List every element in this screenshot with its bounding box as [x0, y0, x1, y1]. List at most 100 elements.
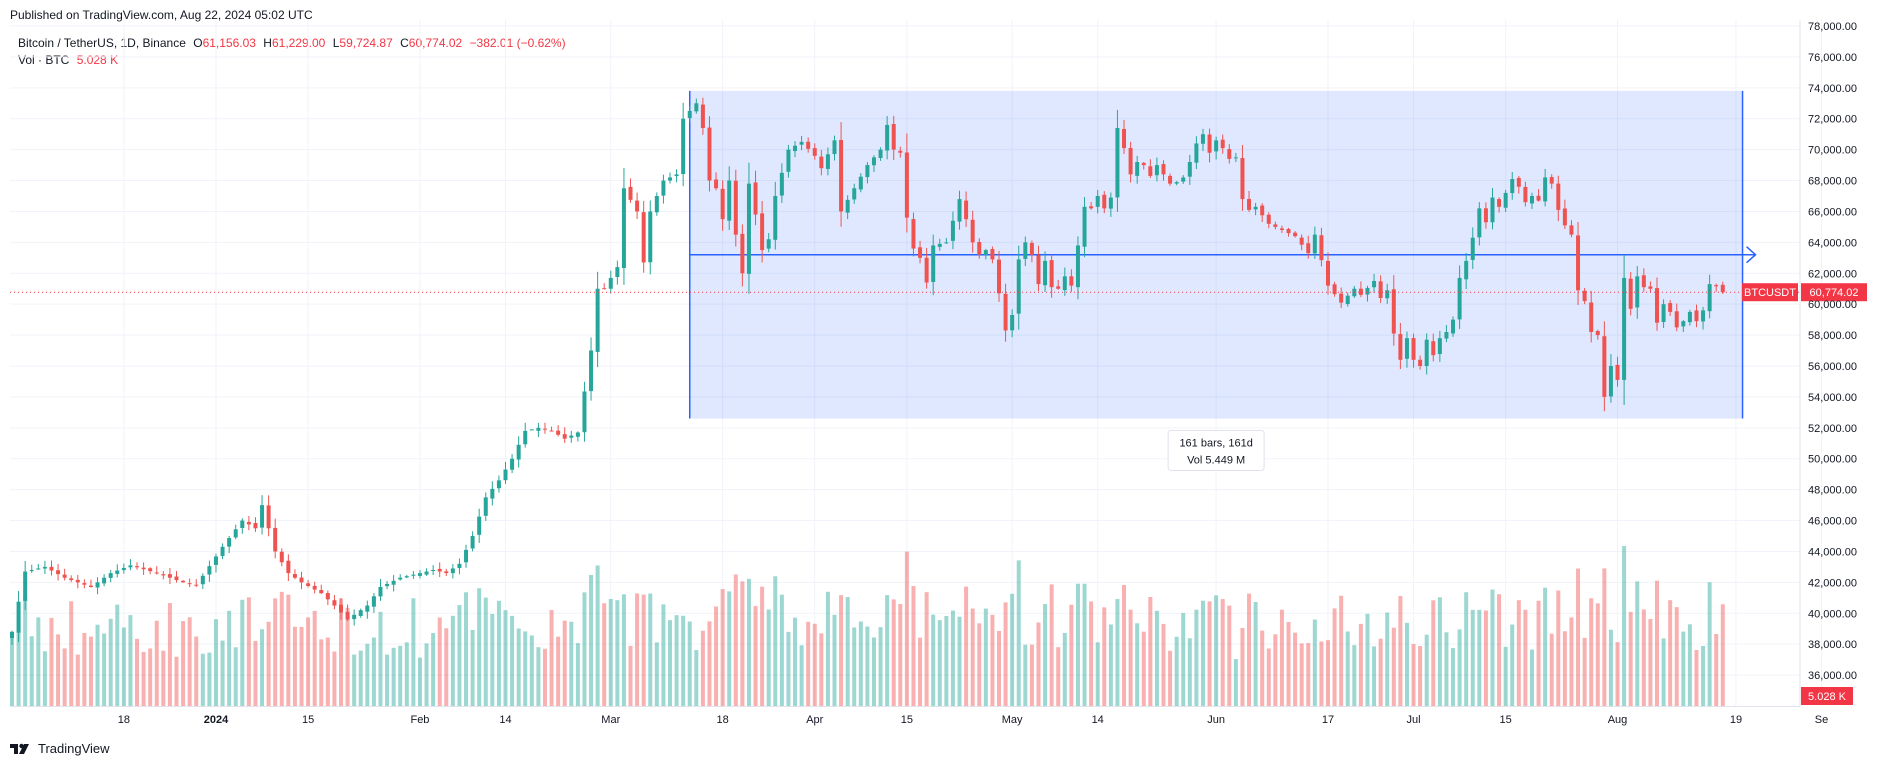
volume-bar [1003, 602, 1008, 706]
candle-body [1260, 205, 1265, 216]
volume-bar [227, 610, 232, 706]
volume-bar [1220, 599, 1225, 706]
candle-body [1720, 284, 1725, 293]
volume-bar [29, 636, 34, 706]
volume-bar [167, 603, 172, 706]
volume-bar [1260, 630, 1265, 706]
time-tick-label: May [1002, 714, 1023, 726]
candle-body [240, 520, 245, 529]
time-axis[interactable]: 18 2024 15 Feb 14 Mar 18 Apr 15 May 14 Jun 17 Jul 15 Au… [118, 714, 1828, 726]
volume-bar [253, 640, 258, 706]
candle-body [10, 631, 14, 638]
candle-body [1385, 290, 1390, 299]
volume-bar [733, 574, 738, 706]
volume-bar [1174, 636, 1179, 706]
candle-body [1003, 293, 1008, 331]
candle-body [970, 219, 975, 243]
candle-body [562, 434, 567, 439]
volume-bar [549, 609, 554, 706]
volume-bar [602, 603, 607, 706]
last-price-tag-label: 60,774.02 [1810, 287, 1859, 299]
volume-bar [1233, 659, 1238, 706]
measure-info-box [1167, 430, 1265, 472]
candle-body [950, 220, 955, 241]
candle-body [832, 140, 837, 155]
volume-bar [1622, 545, 1627, 706]
price-tick-label: 52,000.00 [1808, 423, 1857, 435]
candle-body [424, 571, 429, 575]
candle-body [1457, 277, 1462, 320]
candle-body [1529, 196, 1534, 204]
price-tick-label: 68,000.00 [1808, 176, 1857, 188]
volume-bar [845, 597, 850, 706]
volume-bar [1227, 605, 1232, 706]
volume-bar [806, 621, 811, 706]
candle-body [707, 127, 712, 181]
candle-body [332, 600, 337, 606]
candle-body [1687, 311, 1692, 323]
time-tick-label: Jul [1407, 714, 1421, 726]
volume-bar [1464, 592, 1469, 706]
volume-bar [608, 598, 613, 706]
candle-body [1062, 276, 1067, 291]
candle-body [964, 200, 969, 220]
volume-bar [694, 650, 699, 706]
volume-bar [1608, 629, 1613, 706]
volume-bar [503, 610, 508, 706]
volume-bar [937, 620, 942, 706]
volume-bar [825, 591, 830, 706]
candle-body [727, 180, 732, 221]
volume-bar [1529, 649, 1534, 706]
volume-bar [1569, 617, 1574, 706]
volume-bar [773, 576, 778, 706]
price-tick-label: 62,000.00 [1808, 268, 1857, 280]
candle-body [937, 243, 942, 247]
volume-bar [977, 623, 982, 706]
ohlc-legend-row: Bitcoin / TetherUS, 1D, Binance O61,156.… [18, 35, 566, 52]
candle-body [1108, 197, 1113, 209]
volume-bar [740, 581, 745, 706]
candle-body [556, 430, 561, 435]
candle-body [871, 157, 876, 166]
volume-bar [1602, 568, 1607, 706]
volume-bar [266, 621, 271, 706]
volume-bar [727, 591, 732, 706]
volume-bar [470, 629, 475, 706]
candle-body [128, 565, 133, 568]
volume-bar [681, 615, 686, 706]
volume-bar [668, 620, 672, 706]
volume-bar [1279, 609, 1284, 706]
candle-body [174, 576, 179, 581]
candle-body [635, 200, 640, 212]
volume-bar [62, 648, 67, 706]
candle-body [292, 574, 297, 578]
volume-bar [1194, 609, 1199, 706]
candle-body [674, 174, 679, 177]
volume-bar [1391, 627, 1396, 706]
candle-body [417, 573, 422, 576]
candle-body [1095, 196, 1100, 207]
price-axis[interactable]: 36,000.00 38,000.00 40,000.00 42,000.00 44,0… [1808, 21, 1857, 682]
candle-body [602, 288, 607, 290]
candle-body [918, 247, 923, 258]
volume-bar [720, 589, 725, 706]
footer-brand: TradingView [10, 741, 110, 756]
candle-body [608, 277, 613, 289]
volume-bar [1266, 648, 1271, 706]
candle-body [595, 288, 600, 352]
volume-bar [128, 615, 133, 706]
candle-body [766, 239, 771, 249]
time-tick-label: Aug [1608, 714, 1628, 726]
candle-body [1674, 311, 1679, 328]
volume-bar [220, 640, 225, 706]
candle-body [1075, 245, 1080, 288]
candle-body [1319, 235, 1324, 261]
symbol-title[interactable]: Bitcoin / TetherUS, 1D, Binance [18, 36, 186, 50]
last-price-tag [1801, 283, 1867, 302]
candle-body [1036, 255, 1041, 285]
candle-body [878, 149, 883, 158]
price-tick-label: 64,000.00 [1808, 237, 1857, 249]
volume-bar [1141, 631, 1146, 706]
candle-body [990, 249, 995, 260]
